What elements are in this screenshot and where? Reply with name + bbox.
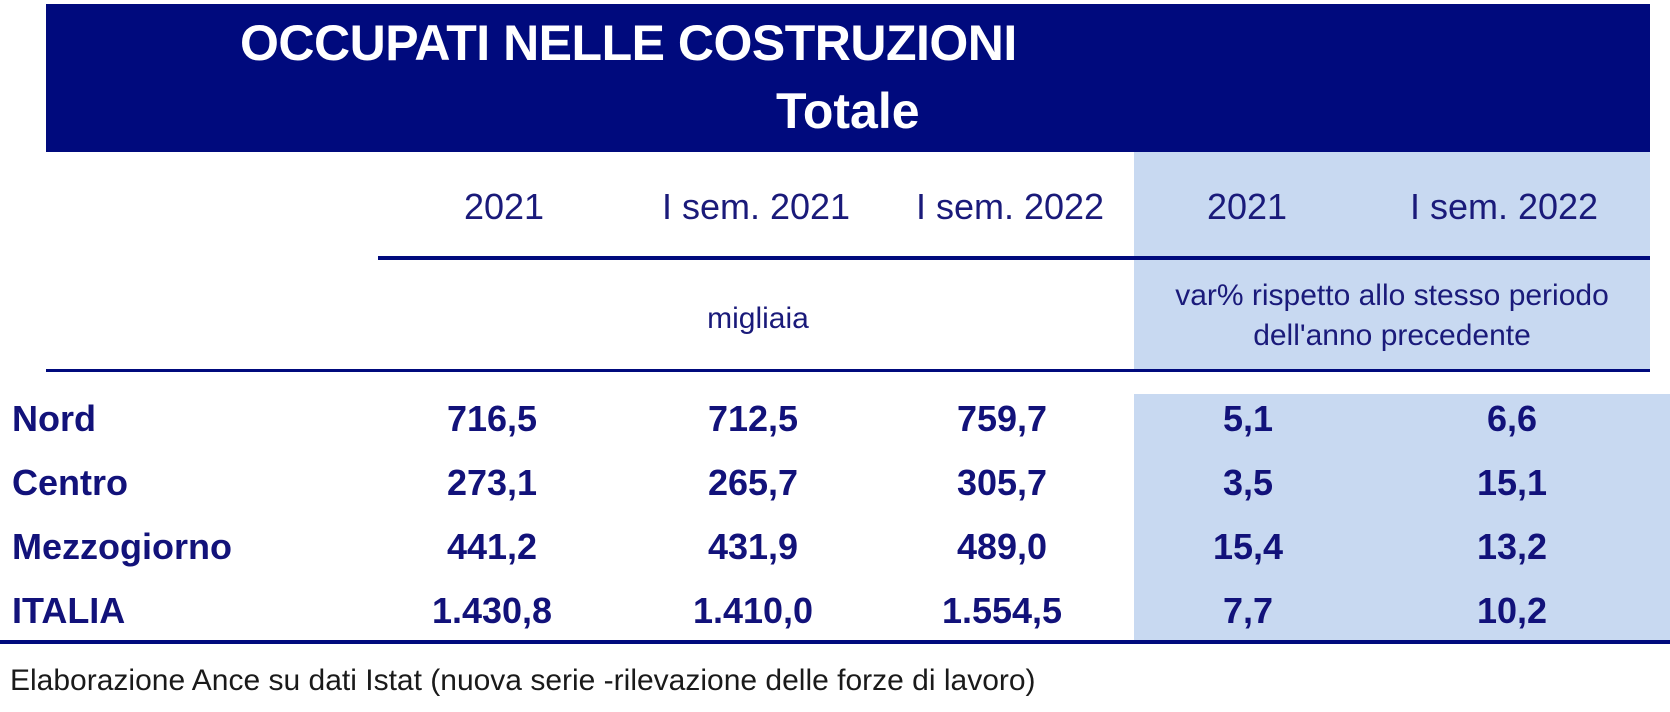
table-cell: 6,6 <box>1486 398 1538 439</box>
header-rule <box>378 256 1650 260</box>
unit-label-change: var% rispetto allo stesso periodo dell'a… <box>1175 276 1609 356</box>
table-cell: 13,2 <box>1476 526 1548 567</box>
bottom-rule <box>0 640 1670 644</box>
column-header-change-i-sem-2022: I sem. 2022 <box>1409 186 1599 227</box>
title-banner <box>46 4 1650 152</box>
row-label-centro: Centro <box>12 462 128 503</box>
row-label-mezzogiorno: Mezzogiorno <box>12 526 232 567</box>
table-cell: 441,2 <box>446 526 538 567</box>
table-title: OCCUPATI NELLE COSTRUZIONI <box>240 15 1017 71</box>
table-cell: 1.410,0 <box>692 590 814 631</box>
table-cell: 431,9 <box>707 526 799 567</box>
unit-label-change-line1: var% rispetto allo stesso periodo <box>1175 279 1609 312</box>
source-note: Elaborazione Ance su dati Istat (nuova s… <box>10 664 1036 697</box>
column-header-change-2021: 2021 <box>1206 186 1288 227</box>
column-header-i-sem-2021: I sem. 2021 <box>661 186 851 227</box>
table-cell: 15,1 <box>1476 462 1548 503</box>
unit-label-change-line2: dell'anno precedente <box>1253 319 1531 352</box>
table-cell: 265,7 <box>707 462 799 503</box>
table-cell: 1.430,8 <box>431 590 553 631</box>
table-subtitle: Totale <box>776 83 920 139</box>
unit-label-levels: migliaia <box>707 302 809 335</box>
table-cell: 716,5 <box>446 398 538 439</box>
table-cell: 5,1 <box>1222 398 1274 439</box>
table-cell: 273,1 <box>446 462 538 503</box>
table-cell: 7,7 <box>1222 590 1274 631</box>
table-cell: 759,7 <box>956 398 1048 439</box>
column-header-i-sem-2022: I sem. 2022 <box>915 186 1105 227</box>
table-cell: 3,5 <box>1222 462 1274 503</box>
row-label-italia: ITALIA <box>12 590 126 631</box>
row-label-nord: Nord <box>12 398 96 439</box>
change-columns-header-background <box>1134 152 1650 372</box>
table-cell: 10,2 <box>1476 590 1548 631</box>
unit-rule <box>46 369 1650 372</box>
table-cell: 489,0 <box>956 526 1048 567</box>
table-cell: 305,7 <box>956 462 1048 503</box>
change-columns-data-background <box>1134 394 1670 640</box>
table-cell: 712,5 <box>707 398 799 439</box>
table-cell: 15,4 <box>1212 526 1284 567</box>
column-header-2021: 2021 <box>463 186 545 227</box>
table-cell: 1.554,5 <box>941 590 1063 631</box>
